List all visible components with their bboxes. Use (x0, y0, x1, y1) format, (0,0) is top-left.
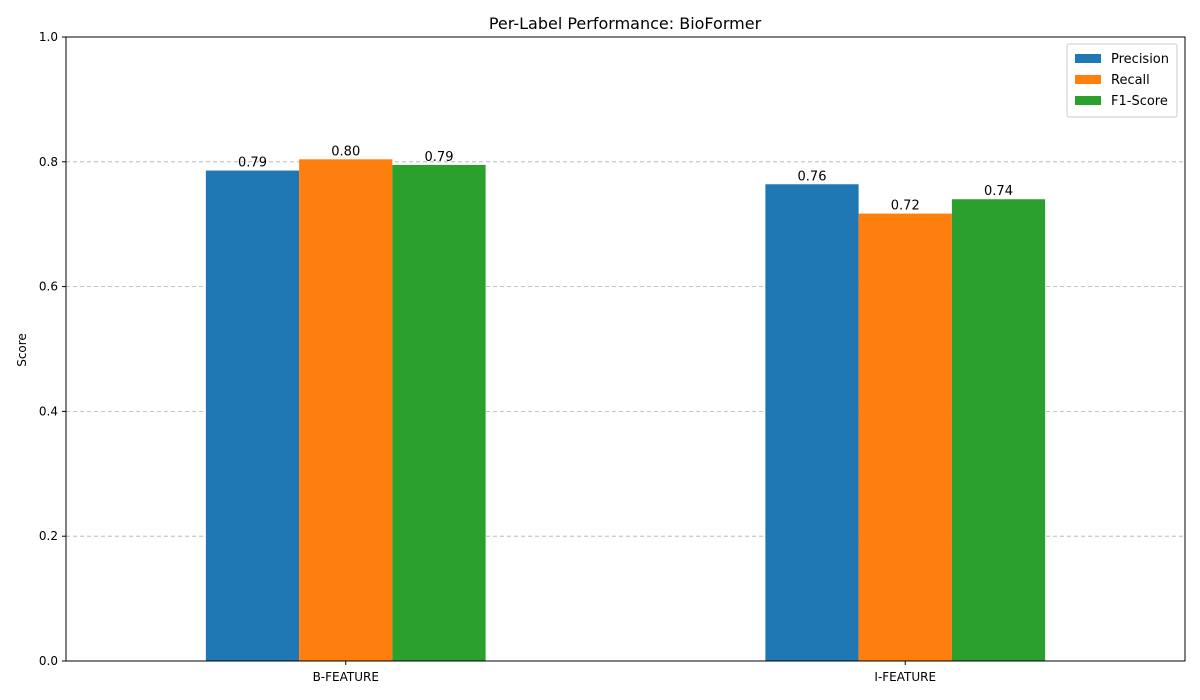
legend-swatch-recall (1075, 75, 1101, 84)
y-tick-label: 0.2 (39, 529, 58, 543)
bar-f1-score-b-feature (392, 164, 486, 662)
value-labels: 0.79 0.76 0.80 0.72 0.79 0.74 (238, 144, 1013, 213)
legend-label: Recall (1111, 73, 1150, 88)
value-label: 0.74 (984, 184, 1013, 199)
legend-label: F1-Score (1111, 94, 1168, 109)
bar-precision-i-feature (765, 184, 859, 661)
legend: Precision Recall F1-Score (1066, 43, 1178, 118)
value-label: 0.79 (238, 156, 267, 171)
y-tick-label: 1.0 (39, 30, 58, 44)
plot-frame (65, 36, 1186, 662)
x-axis-ticks: B-FEATURE I-FEATURE (313, 661, 936, 684)
y-tick-label: 0.0 (39, 654, 58, 668)
x-tick-label: I-FEATURE (874, 670, 936, 684)
value-label: 0.76 (798, 169, 827, 184)
legend-swatch-f1-score (1075, 96, 1101, 105)
x-tick-label: B-FEATURE (313, 670, 379, 684)
bar-f1-score-i-feature (951, 199, 1046, 662)
y-tick-label: 0.4 (39, 404, 58, 418)
value-label: 0.79 (425, 150, 454, 165)
y-tick-label: 0.8 (39, 155, 58, 169)
bar-recall-i-feature (858, 213, 952, 662)
y-axis-ticks: 0.0 0.2 0.4 0.6 0.8 1.0 (39, 30, 66, 668)
legend-label: Precision (1111, 52, 1169, 67)
bar-recall-b-feature (299, 159, 393, 661)
y-axis-label: Score (15, 333, 29, 367)
legend-swatch-precision (1075, 54, 1101, 63)
chart-title: Per-Label Performance: BioFormer (489, 14, 762, 33)
bar-precision-b-feature (205, 170, 300, 661)
bars (205, 159, 1046, 662)
value-label: 0.72 (891, 199, 920, 214)
value-label: 0.80 (331, 144, 360, 159)
y-tick-label: 0.6 (39, 280, 58, 294)
